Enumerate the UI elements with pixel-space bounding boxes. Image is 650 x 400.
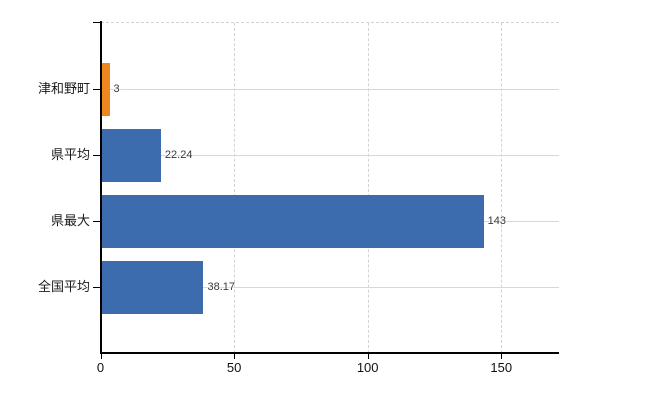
x-axis-tick	[234, 353, 236, 359]
vertical-gridline	[501, 23, 503, 353]
x-tick-label: 150	[490, 360, 513, 375]
horizontal-gridline	[101, 155, 559, 156]
bar-県平均	[101, 128, 161, 182]
horizontal-gridline	[101, 89, 559, 90]
y-axis-tick	[92, 221, 100, 222]
category-label-4: 全国平均	[37, 279, 90, 294]
category-label-2: 県平均	[50, 147, 90, 162]
y-axis-tick	[92, 89, 100, 90]
bar-value-label: 38.17	[207, 281, 236, 293]
horizontal-gridline	[101, 287, 559, 288]
vertical-gridline	[367, 23, 369, 353]
y-axis-end-tick	[92, 22, 100, 23]
bar-value-label: 143	[487, 215, 506, 227]
category-label-3: 県最大	[50, 213, 90, 228]
x-axis-tick	[501, 353, 503, 359]
bar-津和野町	[101, 62, 110, 116]
x-axis-tick	[100, 353, 102, 359]
y-axis-tick	[92, 155, 100, 156]
category-label-1: 津和野町	[37, 81, 90, 96]
y-axis-tick	[92, 287, 100, 288]
bar-value-label: 22.24	[164, 149, 193, 161]
bar-全国平均	[101, 260, 204, 314]
y-axis-line	[99, 21, 102, 353]
x-tick-label: 50	[226, 360, 242, 375]
x-tick-label: 100	[356, 360, 379, 375]
vertical-gridline	[234, 23, 236, 353]
bar-value-label: 3	[113, 83, 120, 95]
x-axis-line	[99, 352, 559, 354]
x-axis-tick	[367, 353, 369, 359]
plot-top-border	[100, 22, 559, 23]
x-tick-label: 0	[96, 360, 105, 375]
bar-県最大	[101, 194, 484, 248]
